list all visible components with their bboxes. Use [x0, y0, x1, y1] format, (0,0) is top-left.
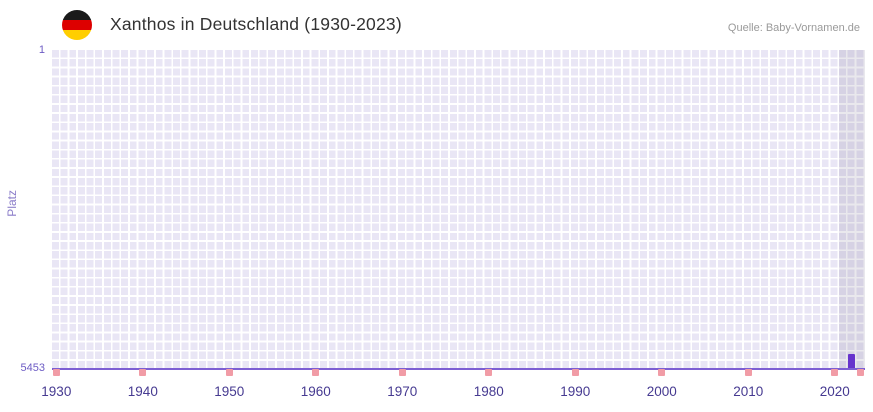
y-axis-label: Platz — [5, 190, 19, 217]
y-tick-max: 1 — [38, 44, 45, 56]
year-marker — [485, 369, 493, 376]
year-marker — [312, 369, 320, 376]
german-flag-icon — [62, 10, 92, 40]
x-tick-label: 1950 — [214, 384, 245, 399]
flag-stripe-black — [62, 10, 92, 21]
source-credit: Quelle: Baby-Vornamen.de — [727, 22, 860, 34]
x-tick-label: 1940 — [127, 384, 158, 399]
x-tick-label: 2000 — [646, 384, 677, 399]
year-marker — [658, 369, 666, 376]
x-tick-label: 2020 — [819, 384, 850, 399]
year-marker — [857, 369, 865, 376]
chart-title: Xanthos in Deutschland (1930-2023) — [110, 14, 402, 34]
y-tick-min: 5453 — [20, 362, 45, 374]
x-tick-label: 1960 — [300, 384, 331, 399]
year-marker — [571, 369, 579, 376]
x-tick-label: 1970 — [387, 384, 418, 399]
year-marker — [398, 369, 406, 376]
highlight-band — [839, 50, 865, 370]
year-marker — [52, 369, 60, 376]
x-tick-label: 1930 — [41, 384, 72, 399]
plot-area — [52, 50, 865, 370]
x-tick-label: 2010 — [733, 384, 764, 399]
flag-stripe-red — [62, 20, 92, 31]
year-marker — [225, 369, 233, 376]
x-tick-label: 1980 — [473, 384, 504, 399]
x-tick-label: 1990 — [560, 384, 591, 399]
x-axis-line — [52, 368, 865, 370]
rank-bar-2022[interactable] — [848, 354, 855, 368]
flag-stripe-gold — [62, 30, 92, 40]
year-marker — [139, 369, 147, 376]
year-marker — [831, 369, 839, 376]
year-marker — [744, 369, 752, 376]
